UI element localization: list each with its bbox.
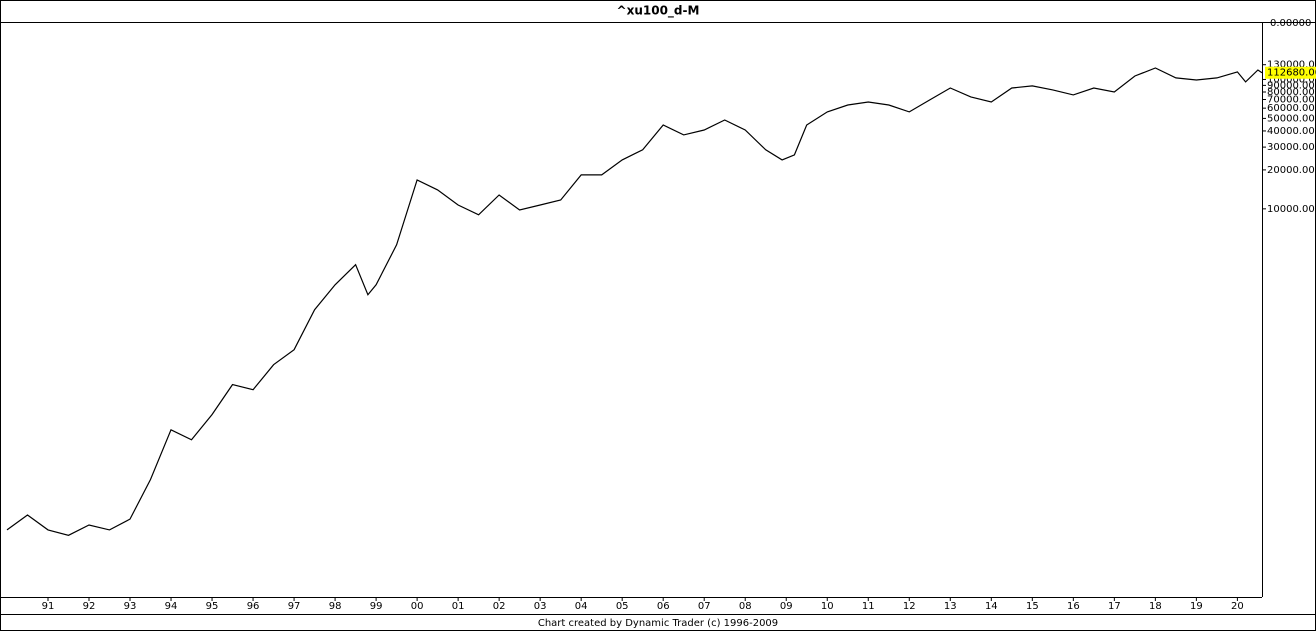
x-tick-label: 04: [575, 601, 588, 612]
x-tick-label: 07: [698, 601, 711, 612]
x-tick-label: 06: [657, 601, 670, 612]
y-tick-label: 30000.000: [1267, 142, 1316, 153]
x-tick-label: 14: [985, 601, 998, 612]
y-tick-label: 20000.000: [1267, 165, 1316, 176]
x-tick-label: 96: [247, 601, 260, 612]
x-tick-label: 20: [1231, 601, 1244, 612]
x-tick-label: 18: [1149, 601, 1162, 612]
x-tick-label: 05: [616, 601, 629, 612]
y-tick-label: 10000.000: [1267, 204, 1316, 215]
x-tick-label: 08: [739, 601, 752, 612]
x-tick-label: 15: [1026, 601, 1039, 612]
x-tick-label: 93: [124, 601, 137, 612]
chart-title: ^xu100_d-M: [617, 4, 700, 19]
x-tick-label: 95: [206, 601, 219, 612]
x-tick-label: 17: [1108, 601, 1121, 612]
x-tick-label: 10: [821, 601, 834, 612]
x-tick-label: 91: [42, 601, 55, 612]
x-tick-label: 97: [288, 601, 301, 612]
y-tick-label: 100000.000: [1267, 74, 1316, 85]
y-tick-label: 60000.000: [1267, 103, 1316, 114]
x-tick-label: 02: [493, 601, 506, 612]
top-axis-label: 0.00000: [1270, 18, 1311, 29]
x-tick-label: 16: [1067, 601, 1080, 612]
x-tick-label: 00: [411, 601, 424, 612]
y-tick-label: 50000.000: [1267, 113, 1316, 124]
x-tick-label: 12: [903, 601, 916, 612]
x-tick-label: 99: [370, 601, 383, 612]
x-tick-label: 11: [862, 601, 875, 612]
x-tick-label: 19: [1190, 601, 1203, 612]
x-tick-label: 01: [452, 601, 465, 612]
x-tick-label: 92: [83, 601, 96, 612]
y-tick-label: 70000.000: [1267, 94, 1316, 105]
x-tick-label: 09: [780, 601, 793, 612]
x-tick-label: 98: [329, 601, 342, 612]
price-line: [6, 67, 1263, 536]
y-tick-label: 80000.000: [1267, 87, 1316, 98]
x-tick-label: 03: [534, 601, 547, 612]
y-tick-label: 130000.000: [1267, 60, 1316, 71]
x-tick-label: 94: [165, 601, 178, 612]
last-price-box: [1265, 66, 1316, 79]
x-tick-label: 13: [944, 601, 957, 612]
y-tick-label: 90000.000: [1267, 80, 1316, 91]
last-price-label: 112680.00: [1267, 68, 1316, 79]
y-tick-label: 40000.000: [1267, 126, 1316, 137]
footer: Chart created by Dynamic Trader (c) 1996…: [538, 618, 778, 629]
